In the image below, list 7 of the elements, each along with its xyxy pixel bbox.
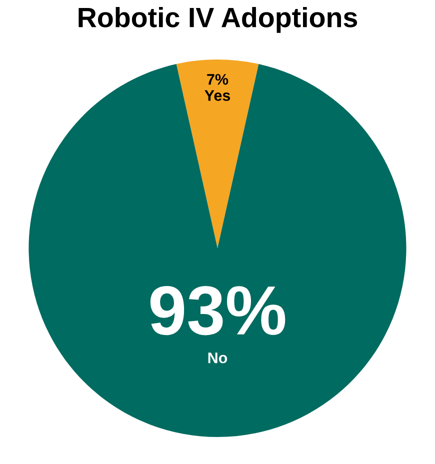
chart-title: Robotic IV Adoptions — [78, 6, 358, 33]
data-label: 93% — [150, 286, 286, 336]
data-label: 7% — [207, 74, 228, 85]
slice-label: No — [208, 352, 228, 364]
pie-slice — [176, 59, 259, 248]
slice-label: Yes — [204, 90, 230, 101]
pie-slice — [28, 64, 406, 438]
